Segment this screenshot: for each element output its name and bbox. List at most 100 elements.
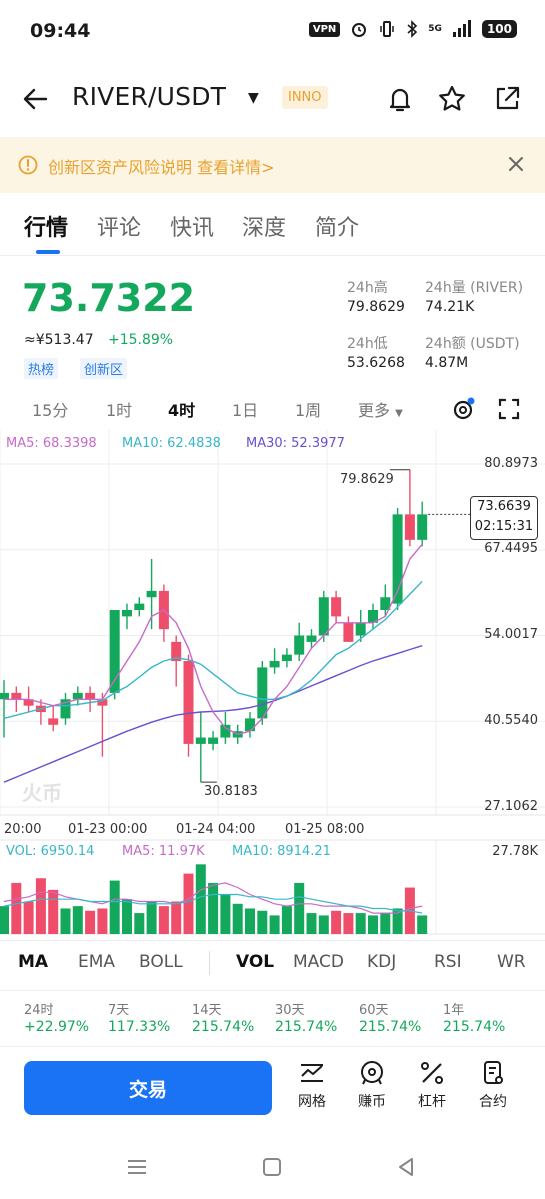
volume-bar (257, 910, 268, 934)
candle-body (331, 597, 342, 617)
futures-icon (484, 1061, 503, 1084)
interval-more[interactable]: 更多 ▼ (358, 397, 403, 421)
caret-down-icon[interactable]: ▼ (248, 90, 259, 106)
high-label: 24h高 (347, 280, 388, 296)
volume-bar (134, 913, 145, 934)
ma30-legend: MA30: 52.3977 (246, 436, 345, 451)
indicator-settings-icon[interactable] (450, 396, 476, 422)
home-icon[interactable] (261, 1156, 283, 1178)
volume-bar (35, 878, 46, 934)
caret-down-icon: ▼ (395, 408, 403, 419)
candle-body (380, 597, 391, 611)
interval-more-label: 更多 (358, 401, 391, 420)
kline-svg[interactable]: 火币 (0, 430, 545, 940)
volume-bar (60, 908, 71, 934)
alarm-icon (352, 23, 367, 37)
tool-earn[interactable]: 赚币 (347, 1059, 397, 1111)
menu-icon[interactable] (126, 1156, 148, 1178)
tool-grid[interactable]: 网格 (287, 1059, 337, 1111)
volume-bar (183, 873, 194, 934)
vol-max-label: 27.78K (492, 844, 538, 859)
candle-body (355, 622, 366, 636)
bell-icon[interactable] (385, 84, 415, 114)
x-tick-label: 01-24 04:00 (176, 822, 256, 837)
candle-body (72, 692, 83, 700)
tag-hot[interactable]: 热榜 (24, 358, 59, 379)
main-tabs: 行情 评论 快讯 深度 简介 (0, 200, 545, 256)
risk-banner[interactable]: 创新区资产风险说明 查看详情> (0, 137, 545, 193)
risk-banner-text[interactable]: 创新区资产风险说明 查看详情> (48, 158, 275, 177)
tool-margin[interactable]: 杠杆 (407, 1059, 457, 1111)
share-icon[interactable] (492, 84, 522, 114)
interval-15m[interactable]: 15分 (32, 401, 69, 420)
warning-icon (18, 155, 38, 175)
tab-comments[interactable]: 评论 (97, 216, 142, 241)
grid-trading-icon (301, 1064, 323, 1082)
indicator-kdj[interactable]: KDJ (367, 952, 397, 972)
performance-row: 24时 +22.97% 7天 117.33% 14天 215.74% 30天 2… (0, 990, 545, 1044)
status-bar: 09:44 VPN 5G 100 (0, 0, 545, 64)
candle-body (417, 514, 428, 540)
volume-bar (109, 880, 120, 934)
indicator-ema[interactable]: EMA (78, 952, 116, 972)
back-arrow-icon[interactable] (20, 84, 50, 114)
indicator-wr[interactable]: WR (497, 952, 526, 972)
signal-icon (452, 20, 471, 37)
ma5-legend: MA5: 68.3398 (6, 436, 97, 451)
perf-label: 24时 (24, 1003, 54, 1018)
volume-bar (331, 910, 342, 934)
vol-ma10-line (3, 893, 423, 914)
volume-bar (208, 882, 219, 934)
volume-bar (355, 913, 366, 934)
tag-innovation[interactable]: 创新区 (80, 358, 128, 379)
interval-4h[interactable]: 4时 (168, 401, 196, 420)
candle-body (368, 610, 378, 623)
indicator-vol[interactable]: VOL (236, 952, 275, 972)
back-icon[interactable] (395, 1156, 417, 1178)
current-price-tag: 73.6639 02:15:31 (470, 496, 538, 540)
close-icon[interactable] (505, 153, 527, 175)
indicator-tabs: MA EMA BOLL VOL MACD KDJ RSI WR (0, 940, 545, 984)
tab-depth[interactable]: 深度 (242, 216, 287, 241)
ma10-line (3, 580, 423, 720)
pair-title[interactable]: RIVER/USDT (72, 82, 227, 111)
indicator-boll[interactable]: BOLL (139, 952, 183, 972)
status-icons: VPN 5G 100 (308, 20, 517, 38)
indicator-macd[interactable]: MACD (293, 952, 344, 972)
candle-body (60, 699, 71, 719)
status-time: 09:44 (30, 20, 91, 42)
trade-button[interactable]: 交易 (24, 1061, 272, 1115)
fullscreen-icon[interactable] (496, 396, 522, 422)
vibrate-icon (380, 21, 395, 37)
amount-label: 24h额 (USDT) (425, 336, 520, 352)
indicator-rsi[interactable]: RSI (434, 952, 462, 972)
change-percent: +15.89% (108, 332, 174, 348)
tab-indicator (36, 250, 60, 254)
candle-body (294, 635, 305, 655)
candle-body (122, 610, 132, 617)
star-icon[interactable] (437, 84, 467, 114)
interval-1d[interactable]: 1日 (232, 401, 259, 420)
interval-1w[interactable]: 1周 (295, 401, 322, 420)
y-tick-label: 40.5540 (484, 713, 538, 728)
tool-futures[interactable]: 合约 (468, 1059, 518, 1111)
low-label: 24h低 (347, 336, 388, 352)
vol-legend: VOL: 6950.14 (6, 844, 95, 859)
y-tick-label: 80.8973 (484, 456, 538, 471)
tab-intro[interactable]: 简介 (315, 216, 360, 241)
volume-bar (417, 915, 428, 934)
interval-1h[interactable]: 1时 (106, 401, 133, 420)
kline-chart[interactable]: 火币 MA5: 68.3398 MA10: 62.4838 MA30: 52.3… (0, 430, 545, 940)
tool-label: 合约 (479, 1094, 507, 1110)
tab-news[interactable]: 快讯 (170, 216, 215, 241)
vpn-badge: VPN (308, 21, 341, 37)
tab-market[interactable]: 行情 (24, 216, 69, 241)
y-tick-label: 54.0017 (484, 627, 538, 642)
volume-label: 24h量 (RIVER) (425, 280, 524, 296)
volume-bar (380, 913, 391, 934)
indicator-ma[interactable]: MA (18, 952, 49, 972)
high-annotation: 79.8629 (340, 472, 394, 487)
ma5-line (4, 543, 423, 736)
volume-bar (11, 882, 22, 934)
candle-body (97, 699, 108, 706)
